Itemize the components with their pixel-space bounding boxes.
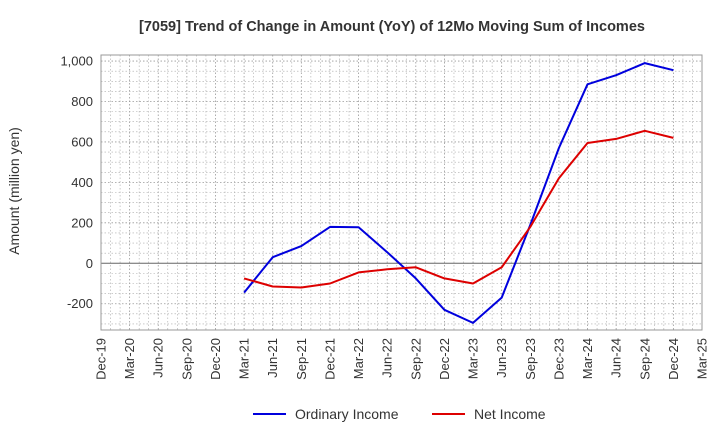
grid (101, 55, 702, 330)
x-tick-label: Jun-21 (265, 338, 280, 378)
x-tick-label: Jun-23 (494, 338, 509, 378)
x-tick-label: Dec-22 (437, 338, 452, 380)
x-tick-label: Sep-23 (523, 338, 538, 380)
y-tick-label: 0 (86, 256, 93, 271)
x-tick-label: Mar-21 (237, 338, 252, 379)
tick-labels: -200 0 200 400 600 800 1,000 Dec-19 Mar-20 Jun-20… (60, 54, 709, 380)
x-tick-label: Mar-22 (351, 338, 366, 379)
y-tick-label: 800 (71, 94, 93, 109)
y-tick-label: 1,000 (60, 54, 93, 69)
x-tick-label: Dec-20 (208, 338, 223, 380)
x-tick-label: Dec-24 (666, 338, 681, 380)
x-tick-label: Sep-22 (408, 338, 423, 380)
series-line-ordinary-income (243, 62, 674, 324)
x-tick-label: Jun-24 (609, 338, 624, 378)
plot-frame (100, 54, 703, 331)
x-tick-label: Sep-20 (179, 338, 194, 380)
x-tick-label: Sep-24 (637, 338, 652, 380)
series-line-net-income (243, 129, 674, 289)
x-tick-label: Mar-25 (695, 338, 710, 379)
legend-label-ordinary-income: Ordinary Income (295, 406, 399, 422)
y-tick-label: 400 (71, 175, 93, 190)
x-tick-label: Mar-23 (466, 338, 481, 379)
series-group (243, 62, 674, 324)
x-tick-label: Sep-21 (294, 338, 309, 380)
x-tick-label: Dec-23 (551, 338, 566, 380)
axes (100, 54, 703, 331)
y-axis-label: Amount (million yen) (6, 127, 22, 255)
x-tick-label: Jun-20 (151, 338, 166, 378)
x-tick-label: Mar-20 (122, 338, 137, 379)
x-tick-label: Dec-21 (322, 338, 337, 380)
x-tick-label: Mar-24 (580, 338, 595, 379)
chart-title: [7059] Trend of Change in Amount (YoY) o… (139, 19, 645, 35)
y-tick-label: 600 (71, 134, 93, 149)
x-tick-label: Jun-22 (380, 338, 395, 378)
legend: Ordinary Income Net Income (253, 406, 546, 422)
legend-label-net-income: Net Income (474, 406, 546, 422)
x-tick-label: Dec-19 (94, 338, 109, 380)
y-tick-label: 200 (71, 215, 93, 230)
y-tick-label: -200 (67, 296, 93, 311)
